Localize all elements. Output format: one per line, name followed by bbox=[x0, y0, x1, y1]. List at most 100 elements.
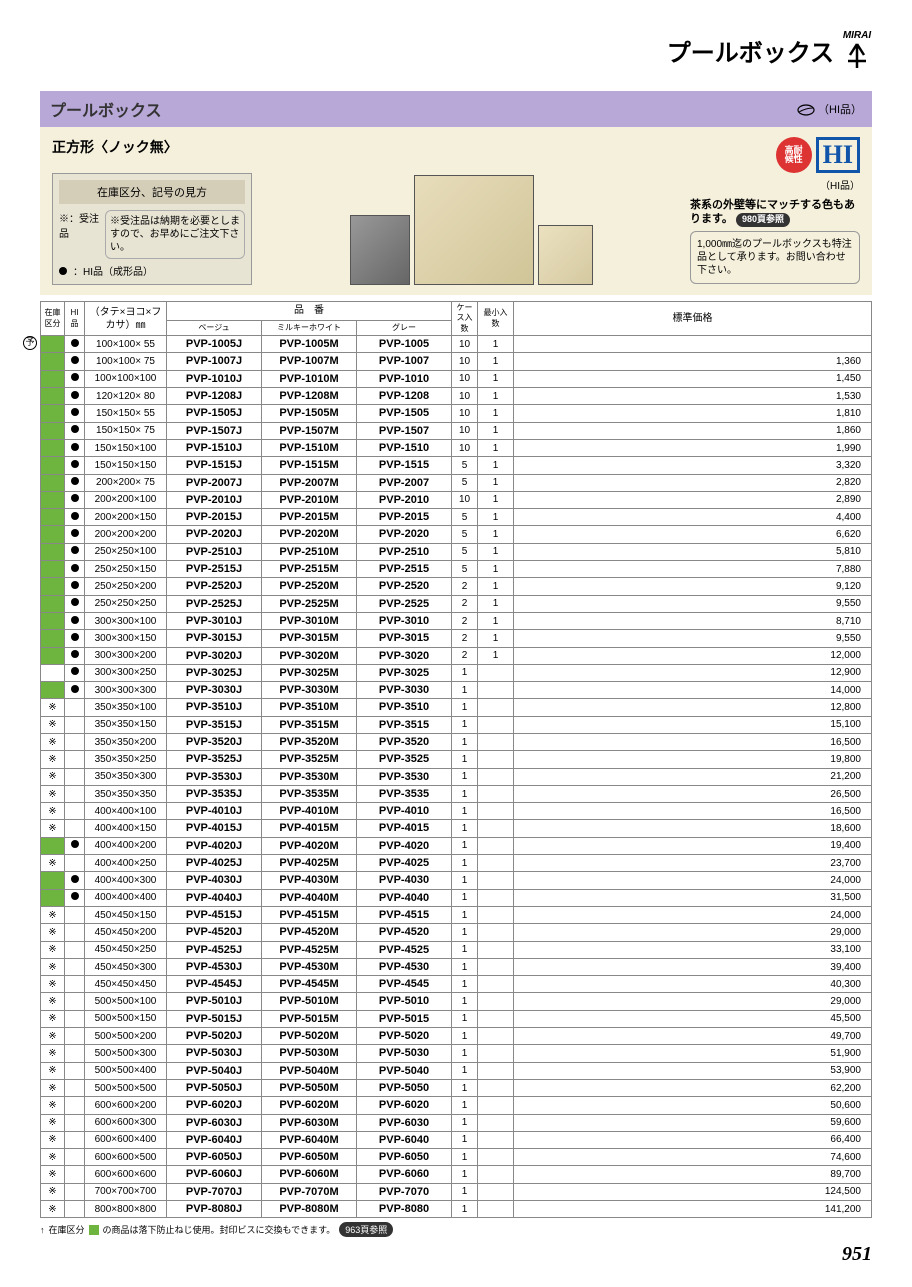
cell-code: PVP-3515M bbox=[262, 716, 357, 733]
cell-min bbox=[478, 1114, 514, 1131]
cell-case: 10 bbox=[452, 388, 478, 405]
table-body: 予100×100× 55PVP-1005JPVP-1005MPVP-100510… bbox=[41, 336, 872, 1218]
cell-price: 62,200 bbox=[514, 1079, 872, 1096]
hi-badge: HI bbox=[816, 137, 860, 173]
table-row: ※600×600×200PVP-6020JPVP-6020MPVP-602015… bbox=[41, 1097, 872, 1114]
cell-stock bbox=[41, 561, 65, 578]
cell-code: PVP-2510 bbox=[357, 543, 452, 560]
cell-code: PVP-6020J bbox=[167, 1097, 262, 1114]
cell-code: PVP-3515J bbox=[167, 716, 262, 733]
brand-logo: MIRAI bbox=[842, 30, 872, 71]
cell-price: 89,700 bbox=[514, 1166, 872, 1183]
cell-case: 5 bbox=[452, 543, 478, 560]
cell-stock: ※ bbox=[41, 993, 65, 1010]
cell-stock bbox=[41, 578, 65, 595]
cell-dimension: 150×150× 55 bbox=[85, 405, 167, 422]
cell-min bbox=[478, 1010, 514, 1027]
legend-order-row: ※：受注品 ※受注品は納期を必要としますので、お早めにご注文下さい。 bbox=[59, 210, 245, 259]
cell-code: PVP-5010J bbox=[167, 993, 262, 1010]
cell-hi bbox=[65, 768, 85, 785]
cell-stock bbox=[41, 647, 65, 664]
th-beige: ベージュ bbox=[167, 320, 262, 336]
cell-min bbox=[478, 941, 514, 958]
cell-stock bbox=[41, 630, 65, 647]
table-row: ※500×500×500PVP-5050JPVP-5050MPVP-505016… bbox=[41, 1079, 872, 1096]
cell-hi bbox=[65, 353, 85, 370]
cell-hi bbox=[65, 1010, 85, 1027]
cell-case: 1 bbox=[452, 837, 478, 854]
cell-code: PVP-5030 bbox=[357, 1045, 452, 1062]
cell-code: PVP-4520 bbox=[357, 924, 452, 941]
cell-min: 1 bbox=[478, 595, 514, 612]
catalog-page: プールボックス MIRAI プールボックス （HI品） 正方形〈ノック無〉 在庫… bbox=[0, 0, 912, 1286]
cell-min bbox=[478, 1131, 514, 1148]
logo-icon bbox=[842, 41, 872, 71]
dot-icon bbox=[71, 875, 79, 883]
page-ref-pill: 980頁参照 bbox=[736, 213, 790, 227]
cell-dimension: 300×300×150 bbox=[85, 630, 167, 647]
cell-stock: ※ bbox=[41, 1201, 65, 1218]
cell-price: 53,900 bbox=[514, 1062, 872, 1079]
cell-code: PVP-2510J bbox=[167, 543, 262, 560]
cell-code: PVP-6060 bbox=[357, 1166, 452, 1183]
table-row: 150×150× 75PVP-1507JPVP-1507MPVP-1507101… bbox=[41, 422, 872, 439]
cell-code: PVP-5020M bbox=[262, 1028, 357, 1045]
cell-stock: ※ bbox=[41, 768, 65, 785]
cell-stock: ※ bbox=[41, 958, 65, 975]
cell-case: 5 bbox=[452, 457, 478, 474]
cell-case: 10 bbox=[452, 370, 478, 387]
cell-code: PVP-5050M bbox=[262, 1079, 357, 1096]
cell-stock bbox=[41, 353, 65, 370]
cell-hi bbox=[65, 474, 85, 491]
cell-code: PVP-3015J bbox=[167, 630, 262, 647]
table-row: ※450×450×250PVP-4525JPVP-4525MPVP-452513… bbox=[41, 941, 872, 958]
cell-price: 16,500 bbox=[514, 803, 872, 820]
cell-code: PVP-4525 bbox=[357, 941, 452, 958]
cell-min: 1 bbox=[478, 474, 514, 491]
cell-code: PVP-6050M bbox=[262, 1149, 357, 1166]
cell-stock: ※ bbox=[41, 803, 65, 820]
cell-code: PVP-3030J bbox=[167, 682, 262, 699]
cell-price: 16,500 bbox=[514, 734, 872, 751]
cell-hi bbox=[65, 630, 85, 647]
cell-hi bbox=[65, 509, 85, 526]
th-grey: グレー bbox=[357, 320, 452, 336]
cell-hi bbox=[65, 1131, 85, 1148]
cell-case: 5 bbox=[452, 509, 478, 526]
cell-min bbox=[478, 1062, 514, 1079]
cell-price: 74,600 bbox=[514, 1149, 872, 1166]
cell-stock: ※ bbox=[41, 1028, 65, 1045]
legend-order-symbol: ※：受注品 bbox=[59, 210, 99, 240]
dot-icon bbox=[71, 529, 79, 537]
cell-code: PVP-4530 bbox=[357, 958, 452, 975]
cell-hi bbox=[65, 734, 85, 751]
product-table: 在庫区分 HI品 （タテ×ヨコ×フカサ）㎜ 品 番 ケース入 数 最小入数 標準… bbox=[40, 301, 872, 1218]
cell-dimension: 450×450×250 bbox=[85, 941, 167, 958]
table-row: ※500×500×400PVP-5040JPVP-5040MPVP-504015… bbox=[41, 1062, 872, 1079]
cell-min bbox=[478, 664, 514, 681]
cell-hi bbox=[65, 1028, 85, 1045]
cell-dimension: 200×200×200 bbox=[85, 526, 167, 543]
cell-case: 1 bbox=[452, 1079, 478, 1096]
cell-dimension: 500×500×300 bbox=[85, 1045, 167, 1062]
table-row: 250×250×200PVP-2520JPVP-2520MPVP-2520219… bbox=[41, 578, 872, 595]
table-row: ※700×700×700PVP-7070JPVP-7070MPVP-707011… bbox=[41, 1183, 872, 1200]
cell-min bbox=[478, 803, 514, 820]
cell-code: PVP-4010J bbox=[167, 803, 262, 820]
cell-stock: 予 bbox=[41, 336, 65, 353]
cell-price: 49,700 bbox=[514, 1028, 872, 1045]
cell-dimension: 400×400×250 bbox=[85, 855, 167, 872]
cell-code: PVP-3530J bbox=[167, 768, 262, 785]
cell-code: PVP-5030J bbox=[167, 1045, 262, 1062]
section-title: プールボックス bbox=[50, 97, 162, 121]
cell-price: 19,800 bbox=[514, 751, 872, 768]
cell-case: 1 bbox=[452, 1131, 478, 1148]
cell-price: 39,400 bbox=[514, 958, 872, 975]
cell-code: PVP-6050J bbox=[167, 1149, 262, 1166]
cell-code: PVP-3025J bbox=[167, 664, 262, 681]
cell-code: PVP-2520J bbox=[167, 578, 262, 595]
cell-price: 5,810 bbox=[514, 543, 872, 560]
cell-code: PVP-1208M bbox=[262, 388, 357, 405]
cell-code: PVP-8080 bbox=[357, 1201, 452, 1218]
cell-dimension: 250×250×250 bbox=[85, 595, 167, 612]
